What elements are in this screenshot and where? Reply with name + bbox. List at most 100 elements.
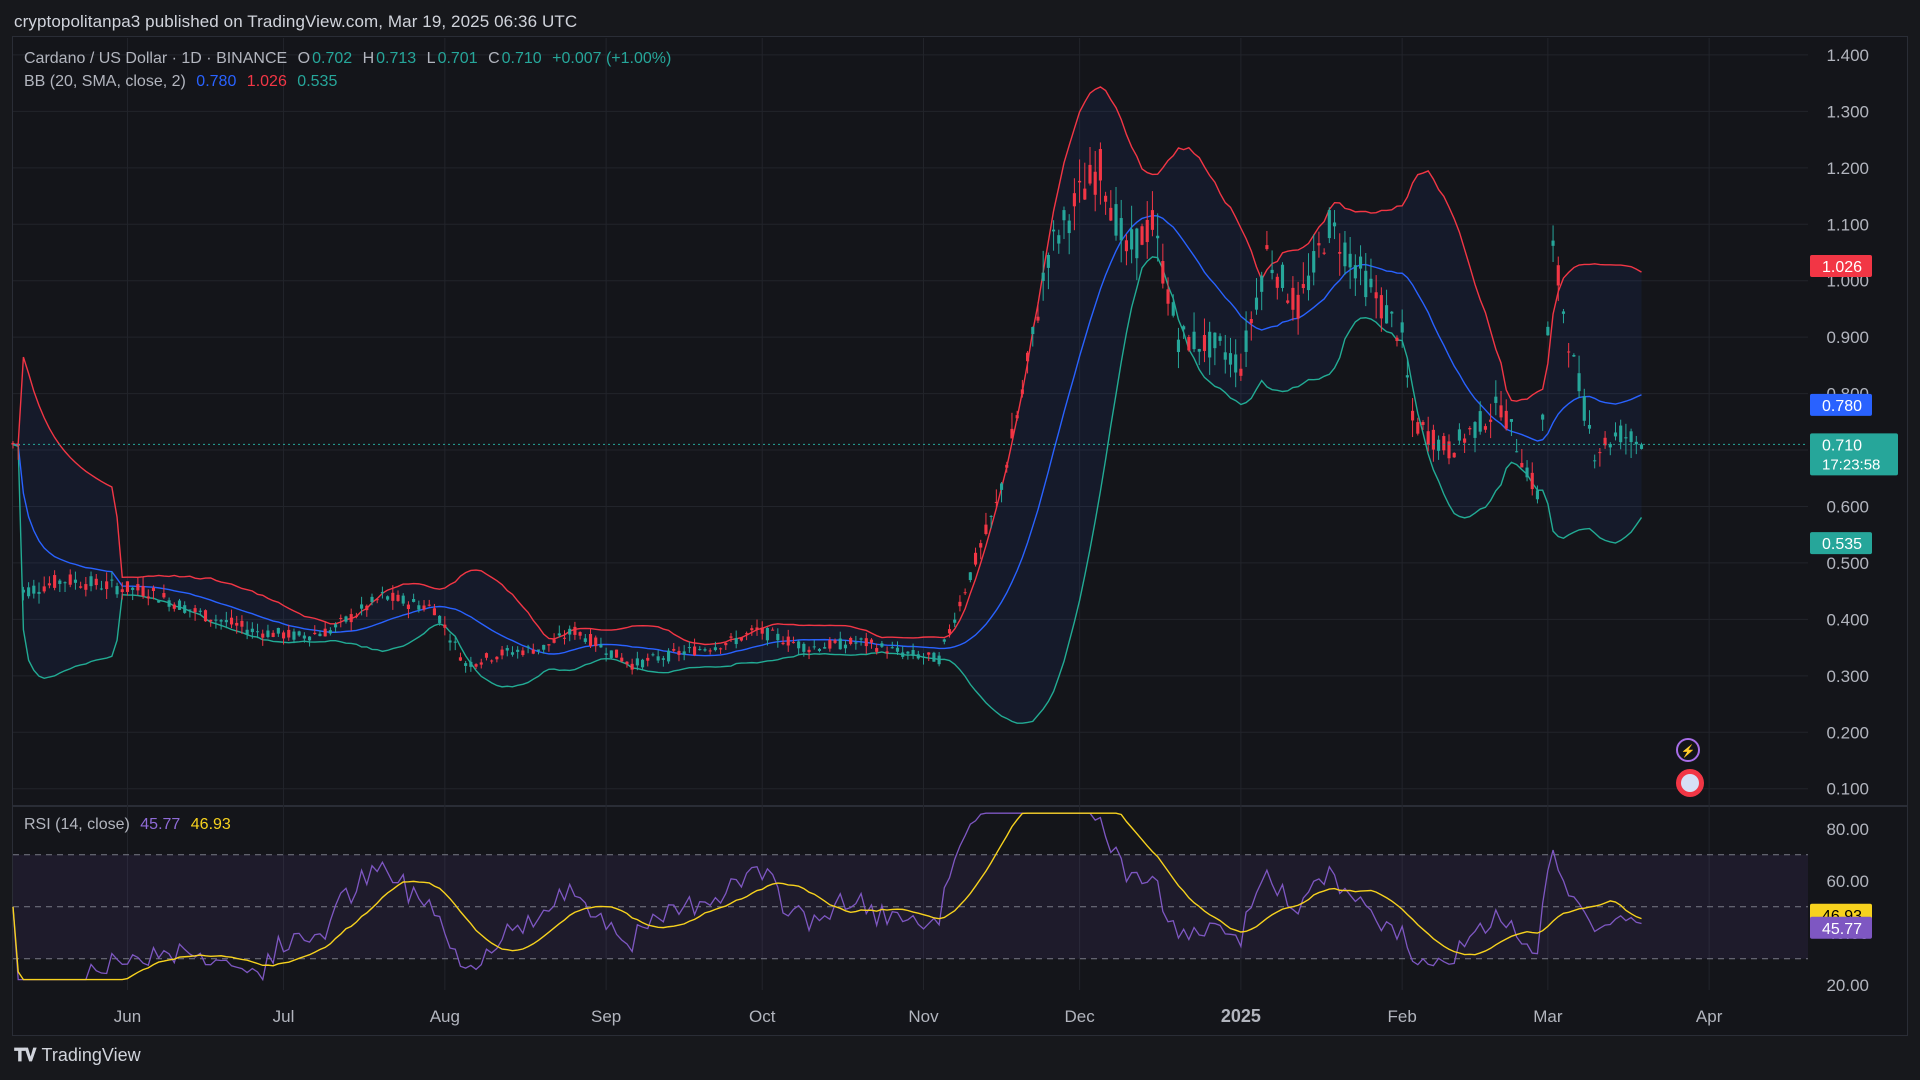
candle-body	[1244, 330, 1248, 352]
candle-body	[1582, 396, 1586, 421]
candle-body	[667, 650, 671, 662]
candle-body	[677, 650, 681, 656]
x-tick-label: Aug	[430, 1007, 460, 1026]
candle-body	[562, 637, 567, 639]
candle-body	[255, 631, 260, 633]
published-by-text: cryptopolitanpa3 published on TradingVie…	[14, 12, 578, 31]
candle-body	[1005, 464, 1009, 468]
candle-body	[599, 644, 603, 648]
candle-body	[323, 628, 327, 637]
candle-body	[1192, 331, 1196, 350]
candle-body	[1036, 316, 1040, 321]
candle-body	[1457, 429, 1461, 441]
candle-body	[308, 636, 312, 641]
candle-body	[1197, 348, 1201, 352]
candle-body	[1187, 337, 1191, 351]
candle-body	[755, 627, 759, 630]
candle-body	[432, 608, 436, 616]
candle-body	[807, 649, 811, 653]
candle-body	[120, 589, 124, 593]
candle-body	[859, 638, 863, 640]
flash-event-icon	[1676, 738, 1700, 762]
x-tick-label: 2025	[1221, 1006, 1261, 1026]
y-tick-label: 0.400	[1826, 610, 1869, 629]
candle-body	[901, 652, 905, 657]
candle-body	[365, 605, 369, 611]
candle-body	[604, 653, 608, 655]
countdown-tag: 17:23:58	[1822, 456, 1880, 473]
candle-body	[1312, 251, 1316, 273]
candle-body	[1078, 180, 1082, 183]
candle-body	[1130, 229, 1134, 250]
candle-body	[994, 501, 998, 503]
candle-body	[1218, 336, 1222, 341]
candle-body	[1463, 438, 1467, 443]
candle-body	[1046, 254, 1050, 268]
candle-body	[745, 633, 749, 635]
candle-body	[115, 586, 119, 595]
candle-body	[1515, 451, 1519, 453]
candle-body	[1327, 210, 1331, 239]
candle-body	[1301, 283, 1305, 289]
candle-body	[864, 638, 868, 647]
mid-price-tag-bg	[1810, 393, 1872, 416]
candle-body	[94, 578, 98, 586]
bb-legend[interactable]: BB (20, SMA, close, 2) 0.780 1.026 0.535	[24, 73, 343, 91]
candle-body	[292, 631, 296, 640]
candle-body	[812, 646, 816, 648]
candle-body	[786, 636, 790, 646]
bb-upper-value: 1.026	[246, 73, 287, 90]
symbol-legend[interactable]: Cardano / US Dollar · 1D · BINANCE O 0.70…	[24, 50, 677, 68]
tradingview-logo-icon: 𝐓𝐕	[14, 1045, 37, 1065]
upper-price-tag-bg	[1810, 255, 1872, 278]
flash-glyph: ⚡	[1681, 744, 1696, 758]
candle-body	[1639, 444, 1644, 449]
candle-body	[318, 633, 322, 637]
candle-body	[1208, 331, 1212, 358]
x-tick-label: Sep	[591, 1007, 621, 1026]
candle-body	[531, 649, 535, 654]
candle-body	[734, 638, 738, 645]
candle-body	[412, 599, 416, 602]
candle-body	[640, 659, 645, 668]
rsi-legend[interactable]: RSI (14, close) 45.77 46.93	[24, 816, 237, 834]
candle-body	[708, 650, 712, 652]
candle-body	[1306, 275, 1311, 291]
bb-lower-value: 0.535	[297, 73, 338, 90]
candle-body	[495, 656, 499, 660]
candle-body	[1041, 272, 1045, 281]
candle-body	[739, 637, 743, 641]
rsi-ma-value: 46.93	[190, 816, 231, 833]
candle-body	[89, 576, 93, 587]
tradingview-footer[interactable]: 𝐓𝐕 TradingView	[14, 1045, 141, 1066]
candle-body	[177, 600, 182, 610]
candle-body	[510, 652, 515, 655]
candle-body	[1577, 373, 1581, 392]
candle-body	[765, 627, 769, 641]
candle-body	[1499, 405, 1503, 418]
candle-body	[1202, 335, 1207, 352]
candle-body	[193, 608, 197, 613]
candle-body	[1426, 431, 1430, 445]
candle-body	[240, 620, 244, 627]
candle-body	[214, 619, 218, 621]
candle-body	[1442, 436, 1446, 451]
candle-body	[1026, 352, 1030, 362]
candle-body	[1088, 164, 1092, 184]
candle-body	[16, 444, 20, 446]
chart-frame[interactable]	[12, 36, 1908, 1036]
candle-body	[313, 632, 317, 635]
bb-upper-line	[12, 86, 1642, 646]
rsi-y-tick: 20.00	[1826, 976, 1869, 995]
candle-body	[703, 649, 707, 651]
candle-body	[854, 642, 858, 644]
candle-body	[979, 543, 983, 548]
candle-body	[635, 658, 639, 666]
candle-body	[1332, 222, 1337, 227]
candle-body	[287, 629, 291, 638]
candle-body	[1176, 339, 1181, 353]
candle-body	[1052, 229, 1056, 232]
candle-body	[516, 649, 520, 652]
candle-body	[73, 579, 77, 583]
